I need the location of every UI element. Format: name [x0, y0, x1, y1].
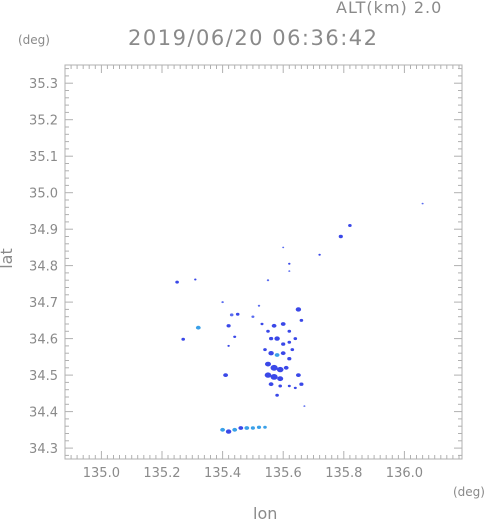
y-tick-label: 34.5	[29, 369, 58, 384]
echo-cell	[250, 426, 255, 430]
echo-cell	[421, 202, 424, 205]
echo-cell	[263, 425, 267, 429]
echo-cell	[293, 386, 297, 390]
echo-cell	[220, 427, 226, 432]
x-unit-label: (deg)	[453, 485, 485, 499]
echo-cell	[266, 329, 270, 333]
echo-cell	[274, 336, 280, 341]
y-tick-label: 34.8	[29, 260, 58, 275]
echo-cell	[276, 366, 284, 373]
axis-ticks: 135.0 135.2 135.4 135.6 135.8 136.0 34.3 34.4 34…	[29, 65, 462, 481]
echo-cell	[229, 313, 234, 317]
echo-cell	[257, 304, 261, 307]
x-tick-label: 136.0	[386, 466, 423, 481]
echo-cell	[226, 324, 231, 328]
echo-cell	[266, 279, 270, 282]
echo-cell	[175, 280, 179, 284]
echo-cell	[277, 376, 284, 382]
echo-cell	[223, 373, 229, 377]
timestamp-title: 2019/06/20 06:36:42	[128, 26, 379, 50]
echo-cell	[233, 335, 237, 338]
echo-cell	[194, 278, 197, 281]
echo-cell	[280, 322, 286, 326]
echo-cell	[195, 325, 201, 330]
y-tick-label: 34.9	[29, 223, 58, 238]
y-tick-label: 34.7	[29, 296, 58, 311]
echo-cell	[299, 382, 304, 386]
echo-cell	[221, 301, 224, 304]
y-tick-label: 35.0	[29, 187, 58, 202]
echo-cell	[280, 351, 286, 356]
echo-cell	[287, 340, 292, 344]
echo-cell	[287, 329, 292, 333]
echo-cell	[288, 270, 291, 272]
echo-cell	[265, 361, 271, 367]
echo-cell	[283, 365, 289, 370]
x-tick-label: 135.0	[83, 466, 120, 481]
echo-cell	[287, 357, 292, 361]
plot-frame	[64, 64, 463, 460]
echo-cell	[270, 374, 278, 380]
y-unit-label: (deg)	[18, 33, 50, 47]
y-tick-label: 34.3	[29, 442, 58, 457]
echo-cell	[269, 336, 274, 341]
echo-layer	[175, 202, 424, 434]
x-axis-label: lon	[253, 504, 278, 523]
echo-cell	[303, 405, 306, 407]
echo-cell	[287, 384, 291, 388]
x-tick-label: 135.4	[204, 466, 241, 481]
echo-cell	[235, 312, 240, 316]
echo-cell	[295, 307, 302, 312]
x-tick-label: 135.8	[325, 466, 362, 481]
echo-cell	[232, 427, 238, 432]
echo-cell	[299, 318, 304, 322]
y-tick-label: 35.2	[29, 114, 58, 129]
echo-cell	[268, 351, 274, 356]
y-tick-label: 34.4	[29, 406, 58, 421]
echo-cell	[270, 364, 278, 371]
echo-cell	[275, 393, 279, 397]
echo-cell	[263, 348, 267, 352]
echo-cell	[290, 348, 295, 352]
y-tick-label: 35.3	[29, 77, 58, 92]
echo-cell	[288, 262, 291, 265]
echo-cell	[296, 373, 301, 377]
echo-cell	[225, 429, 232, 434]
echo-cell	[268, 382, 274, 387]
echo-cell	[274, 353, 280, 357]
echo-cell	[244, 426, 250, 430]
echo-cell	[264, 372, 272, 378]
x-tick-label: 135.6	[265, 466, 302, 481]
echo-cell	[181, 337, 185, 341]
echo-cell	[260, 322, 264, 326]
echo-cell	[318, 253, 321, 256]
altitude-label: ALT(km) 2.0	[336, 0, 443, 17]
echo-cell	[278, 384, 283, 388]
echo-cell	[271, 323, 277, 328]
echo-cell	[338, 234, 343, 239]
echo-cell	[238, 426, 244, 430]
echo-cell	[348, 224, 352, 227]
echo-cell	[282, 246, 285, 249]
x-tick-label: 135.2	[143, 466, 180, 481]
echo-cell	[256, 425, 262, 429]
echo-cell	[227, 344, 230, 347]
echo-cell	[293, 337, 298, 341]
echo-cell	[251, 315, 255, 318]
y-tick-label: 35.1	[29, 150, 58, 165]
y-tick-label: 34.6	[29, 333, 58, 348]
echo-cell	[281, 342, 286, 346]
